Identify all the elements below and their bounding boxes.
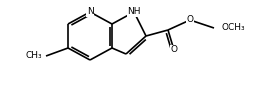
Text: NH: NH	[127, 7, 141, 17]
Text: OCH₃: OCH₃	[222, 24, 246, 33]
Text: N: N	[86, 7, 93, 17]
Text: O: O	[187, 15, 193, 24]
Text: O: O	[171, 46, 178, 55]
Text: CH₃: CH₃	[25, 51, 42, 60]
